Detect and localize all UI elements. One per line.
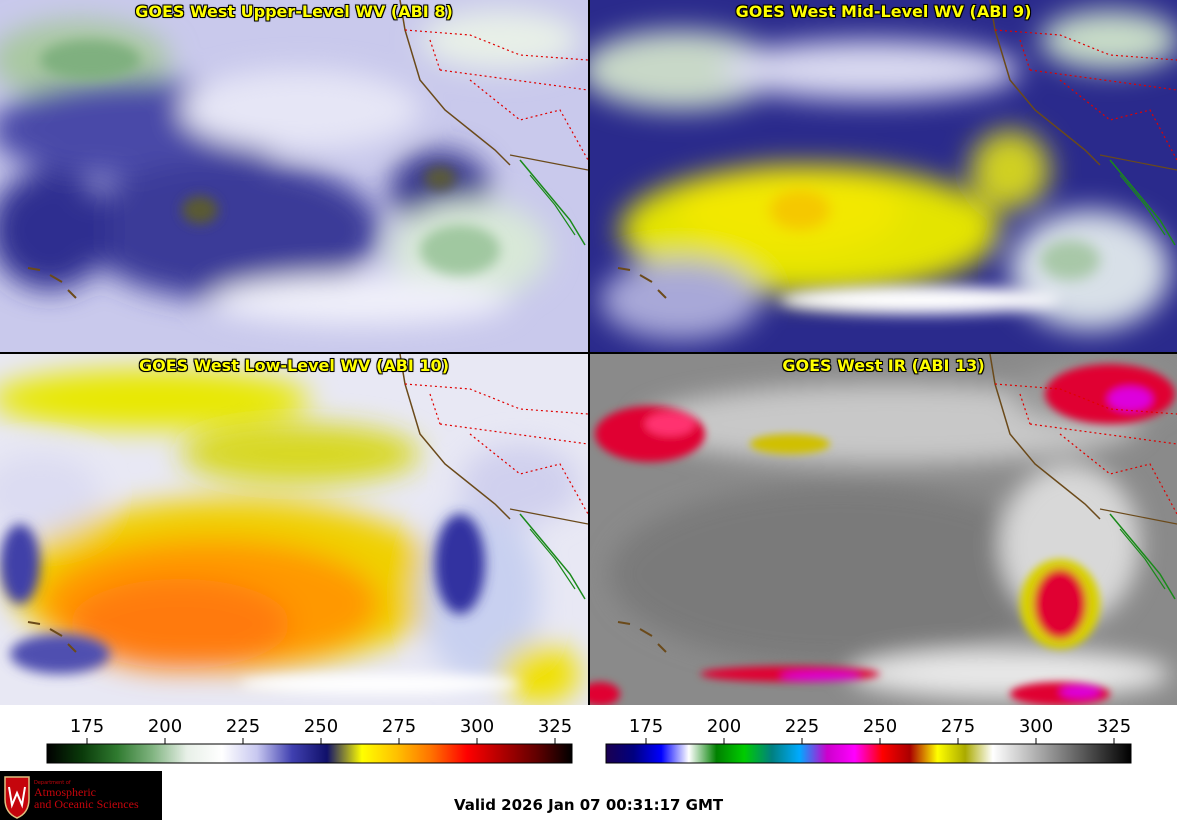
mid-level-wv-image — [590, 0, 1177, 352]
wv-colorbar-tick-label: 225 — [226, 716, 260, 737]
ir-colorbar-ticks: 175 200 225 250 275 300 325 — [629, 716, 1131, 744]
ir-colorbar-tick-label: 275 — [941, 716, 975, 737]
upper-level-wv-panel: GOES West Upper-Level WV (ABI 8) — [0, 0, 588, 352]
ir-colorbar-tick-label: 175 — [629, 716, 663, 737]
wv-colorbar-tick-label: 200 — [148, 716, 182, 737]
low-level-wv-image — [0, 354, 588, 705]
ir-panel: GOES West IR (ABI 13) — [590, 354, 1177, 705]
wv-colorbar-ticks: 175 200 225 250 275 300 325 — [70, 716, 572, 744]
wv-colorbar-tick-label: 250 — [304, 716, 338, 737]
mid-level-wv-title: GOES West Mid-Level WV (ABI 9) — [735, 2, 1032, 21]
wv-colorbar: 175 200 225 250 275 300 325 — [46, 716, 573, 764]
upper-level-wv-title: GOES West Upper-Level WV (ABI 8) — [135, 2, 453, 21]
wv-colorbar-tick-label: 275 — [382, 716, 416, 737]
wv-colorbar-gradient — [46, 743, 573, 764]
wv-colorbar-tick-label: 300 — [460, 716, 494, 737]
mid-level-wv-panel: GOES West Mid-Level WV (ABI 9) — [590, 0, 1177, 352]
low-level-wv-title: GOES West Low-Level WV (ABI 10) — [138, 356, 449, 375]
ir-colorbar-gradient — [605, 743, 1132, 764]
ir-colorbar-tick-label: 225 — [785, 716, 819, 737]
valid-time-label: Valid 2026 Jan 07 00:31:17 GMT — [454, 796, 724, 814]
aos-logo: Department of Atmospheric and Oceanic Sc… — [0, 771, 162, 820]
low-level-wv-panel: GOES West Low-Level WV (ABI 10) — [0, 354, 588, 705]
ir-title: GOES West IR (ABI 13) — [782, 356, 985, 375]
logo-line-3: and Oceanic Sciences — [34, 797, 139, 811]
wv-colorbar-tick-label: 175 — [70, 716, 104, 737]
logo-line-1: Department of — [34, 780, 71, 786]
ir-colorbar: 175 200 225 250 275 300 325 — [605, 716, 1132, 764]
ir-colorbar-tick-label: 200 — [707, 716, 741, 737]
ir-image — [590, 354, 1177, 705]
logo-line-2: Atmospheric — [34, 785, 96, 799]
ir-colorbar-tick-label: 325 — [1097, 716, 1131, 737]
wv-colorbar-tick-label: 325 — [538, 716, 572, 737]
upper-level-wv-image — [0, 0, 588, 352]
ir-colorbar-tick-label: 250 — [863, 716, 897, 737]
horizontal-divider — [0, 352, 1177, 354]
ir-colorbar-tick-label: 300 — [1019, 716, 1053, 737]
uw-crest-icon — [4, 776, 30, 819]
